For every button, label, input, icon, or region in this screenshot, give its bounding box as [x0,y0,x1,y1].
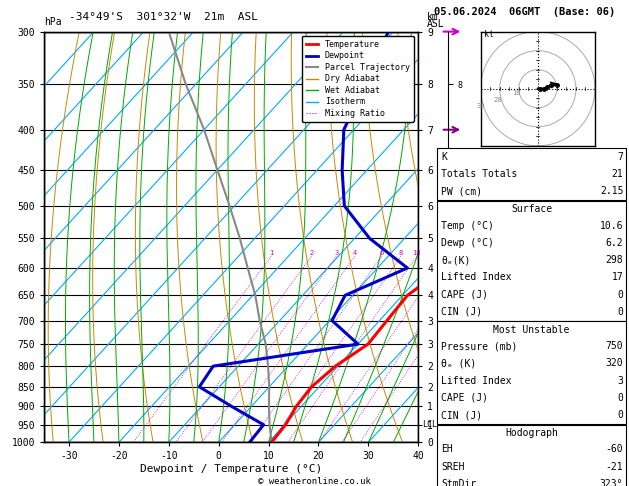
Text: 10: 10 [512,90,520,96]
Text: EH: EH [441,444,453,454]
Text: θₑ(K): θₑ(K) [441,255,470,265]
Text: 2: 2 [309,250,313,257]
Text: CIN (J): CIN (J) [441,410,482,420]
Text: CAPE (J): CAPE (J) [441,393,488,403]
Text: StmDir: StmDir [441,479,476,486]
Text: Most Unstable: Most Unstable [493,325,570,334]
Text: 0: 0 [618,393,623,403]
Text: 8: 8 [399,250,403,257]
Text: -34°49'S  301°32'W  21m  ASL: -34°49'S 301°32'W 21m ASL [69,12,258,22]
Text: 6.2: 6.2 [606,238,623,248]
Text: 3: 3 [334,250,338,257]
Text: PW (cm): PW (cm) [441,186,482,196]
Text: hPa: hPa [44,17,62,27]
Text: © weatheronline.co.uk: © weatheronline.co.uk [258,477,371,486]
Text: 7: 7 [618,152,623,162]
Text: 20: 20 [494,97,503,103]
Text: CAPE (J): CAPE (J) [441,290,488,300]
Text: Hodograph: Hodograph [505,428,558,438]
X-axis label: Dewpoint / Temperature (°C): Dewpoint / Temperature (°C) [140,464,322,474]
Text: 05.06.2024  06GMT  (Base: 06): 05.06.2024 06GMT (Base: 06) [434,6,615,17]
Text: 0: 0 [618,307,623,317]
Text: 30: 30 [476,103,484,109]
Text: Totals Totals: Totals Totals [441,169,517,179]
Text: 323°: 323° [600,479,623,486]
Text: kt: kt [484,30,494,39]
Text: Dewp (°C): Dewp (°C) [441,238,494,248]
Text: 0: 0 [618,290,623,300]
Text: ASL: ASL [426,19,444,29]
Text: Lifted Index: Lifted Index [441,376,511,386]
Text: 298: 298 [606,255,623,265]
Text: Temp (°C): Temp (°C) [441,221,494,231]
Text: 10: 10 [413,250,421,257]
Text: km: km [426,12,438,22]
Text: 1: 1 [269,250,273,257]
Text: SREH: SREH [441,462,464,472]
Text: LCL: LCL [422,420,437,429]
Text: Lifted Index: Lifted Index [441,272,511,282]
Text: Pressure (mb): Pressure (mb) [441,341,517,351]
Text: 4: 4 [352,250,357,257]
Text: 750: 750 [606,341,623,351]
Text: -21: -21 [606,462,623,472]
Text: CIN (J): CIN (J) [441,307,482,317]
Legend: Temperature, Dewpoint, Parcel Trajectory, Dry Adiabat, Wet Adiabat, Isotherm, Mi: Temperature, Dewpoint, Parcel Trajectory… [302,36,414,122]
Text: 0: 0 [618,410,623,420]
Text: Surface: Surface [511,204,552,214]
Y-axis label: Mixing Ratio (g/kg): Mixing Ratio (g/kg) [470,190,479,284]
Text: 3: 3 [618,376,623,386]
Text: 6: 6 [379,250,384,257]
Text: 320: 320 [606,358,623,368]
Text: θₑ (K): θₑ (K) [441,358,476,368]
Text: 17: 17 [611,272,623,282]
Text: 2.15: 2.15 [600,186,623,196]
Text: 10.6: 10.6 [600,221,623,231]
Text: K: K [441,152,447,162]
Text: -60: -60 [606,444,623,454]
Text: 21: 21 [611,169,623,179]
